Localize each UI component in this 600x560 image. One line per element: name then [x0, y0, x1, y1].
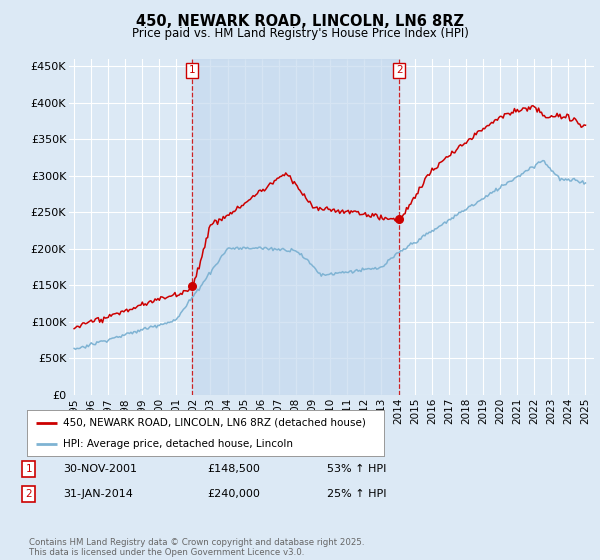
Text: 2: 2 — [396, 66, 403, 76]
Text: HPI: Average price, detached house, Lincoln: HPI: Average price, detached house, Linc… — [63, 439, 293, 449]
Text: £240,000: £240,000 — [207, 489, 260, 499]
Text: 2: 2 — [25, 489, 32, 499]
Text: 450, NEWARK ROAD, LINCOLN, LN6 8RZ (detached house): 450, NEWARK ROAD, LINCOLN, LN6 8RZ (deta… — [63, 418, 365, 428]
Text: 30-NOV-2001: 30-NOV-2001 — [63, 464, 137, 474]
Text: Price paid vs. HM Land Registry's House Price Index (HPI): Price paid vs. HM Land Registry's House … — [131, 27, 469, 40]
Text: 450, NEWARK ROAD, LINCOLN, LN6 8RZ: 450, NEWARK ROAD, LINCOLN, LN6 8RZ — [136, 14, 464, 29]
Text: £148,500: £148,500 — [207, 464, 260, 474]
Bar — [192, 59, 400, 395]
Text: Contains HM Land Registry data © Crown copyright and database right 2025.
This d: Contains HM Land Registry data © Crown c… — [29, 538, 364, 557]
Text: 1: 1 — [189, 66, 196, 76]
Text: 1: 1 — [25, 464, 32, 474]
Text: 31-JAN-2014: 31-JAN-2014 — [63, 489, 133, 499]
Text: 53% ↑ HPI: 53% ↑ HPI — [327, 464, 386, 474]
Text: 25% ↑ HPI: 25% ↑ HPI — [327, 489, 386, 499]
